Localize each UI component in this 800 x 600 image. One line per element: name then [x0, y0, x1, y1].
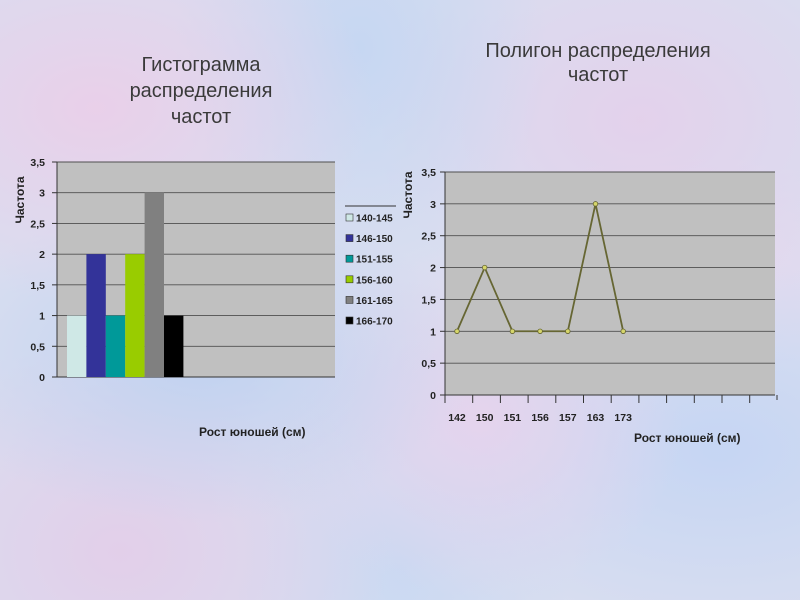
polygon-y-tick-label: 0,5	[421, 358, 436, 370]
legend-item: 156-160	[345, 275, 393, 286]
polygon-point	[509, 328, 516, 334]
histogram-bar-156-160	[125, 254, 145, 377]
histogram-y-tick-label: 3,5	[30, 157, 45, 169]
polygon-point	[454, 328, 460, 334]
histogram-bar-161-165	[144, 192, 164, 377]
legend-swatch	[345, 316, 354, 325]
polygon-chart: 0 0,5 1 1,5 2 2,5 3 3,5 142 150 151 156 157 163 173	[421, 167, 778, 424]
polygon-plot-area	[445, 172, 775, 395]
polygon-y-tick-label: 2	[430, 263, 436, 275]
polygon-x-axis-label: Рост юношей (см)	[634, 431, 741, 445]
histogram-y-tick-label: 0,5	[30, 341, 45, 353]
legend-item: 146-150	[345, 234, 393, 245]
legend-item: 161-165	[345, 296, 393, 307]
polygon-point	[537, 328, 543, 334]
legend-swatch	[345, 213, 354, 222]
histogram-bar-140-145	[67, 315, 87, 377]
histogram-legend: 140-145 146-150 151-155 156-160 161-165 166-1…	[345, 205, 396, 328]
legend-item: 151-155	[345, 254, 393, 266]
legend-swatch	[345, 275, 354, 284]
legend-item: 140-145	[345, 213, 393, 225]
histogram-y-tick-label: 1	[39, 311, 45, 323]
histogram-bar-146-150	[86, 254, 106, 377]
polygon-x-tick-label: 173	[614, 412, 632, 424]
legend-label: 151-155	[356, 255, 393, 266]
legend-swatch	[345, 296, 354, 304]
histogram-y-tick-label: 1,5	[30, 280, 45, 292]
polygon-y-tick-label: 1	[430, 326, 436, 338]
legend-label: 156-160	[356, 275, 393, 286]
histogram-x-axis-label: Рост юношей (см)	[199, 425, 306, 439]
polygon-x-tick-label: 150	[476, 412, 494, 424]
polygon-x-tick-label: 163	[587, 412, 605, 424]
histogram-title: Гистограмма распределения частот	[129, 54, 273, 128]
polygon-y-tick-label: 1,5	[421, 294, 436, 306]
histogram-y-tick-label: 2	[39, 249, 45, 261]
histogram-chart: 0 0,5 1 1,5 2 2,5 3 3,5 140-145 146-150 151-155 156…	[30, 157, 396, 384]
legend-label: 140-145	[356, 214, 393, 225]
polygon-point	[592, 201, 599, 207]
legend-swatch	[345, 234, 354, 242]
histogram-y-axis-label: Частота	[13, 176, 27, 224]
polygon-x-tick-label: 156	[531, 412, 549, 424]
polygon-point	[482, 264, 488, 271]
histogram-bar-151-155	[105, 315, 126, 377]
polygon-y-axis-label: Частота	[401, 171, 415, 219]
polygon-x-tick-label: 142	[448, 412, 466, 424]
histogram-y-tick-label: 0	[39, 372, 45, 384]
histogram-y-tick-label: 2,5	[30, 218, 45, 230]
polygon-point	[565, 328, 571, 334]
polygon-y-tick-label: 3,5	[421, 167, 436, 179]
polygon-y-tick-label: 3	[430, 199, 436, 211]
legend-swatch	[345, 254, 354, 263]
histogram-y-tick-label: 3	[39, 188, 45, 200]
polygon-y-tick-label: 2,5	[421, 231, 436, 243]
polygon-point	[620, 328, 626, 334]
legend-label: 146-150	[356, 234, 393, 245]
legend-item: 166-170	[345, 316, 393, 328]
histogram-bar-166-170	[164, 315, 184, 377]
polygon-y-tick-label: 0	[430, 390, 436, 402]
legend-label: 166-170	[356, 317, 393, 328]
polygon-title: Полигон распределения частот	[485, 40, 711, 86]
polygon-x-tick-label: 151	[504, 412, 522, 424]
legend-label: 161-165	[356, 296, 393, 307]
polygon-x-tick-label: 157	[559, 412, 577, 424]
